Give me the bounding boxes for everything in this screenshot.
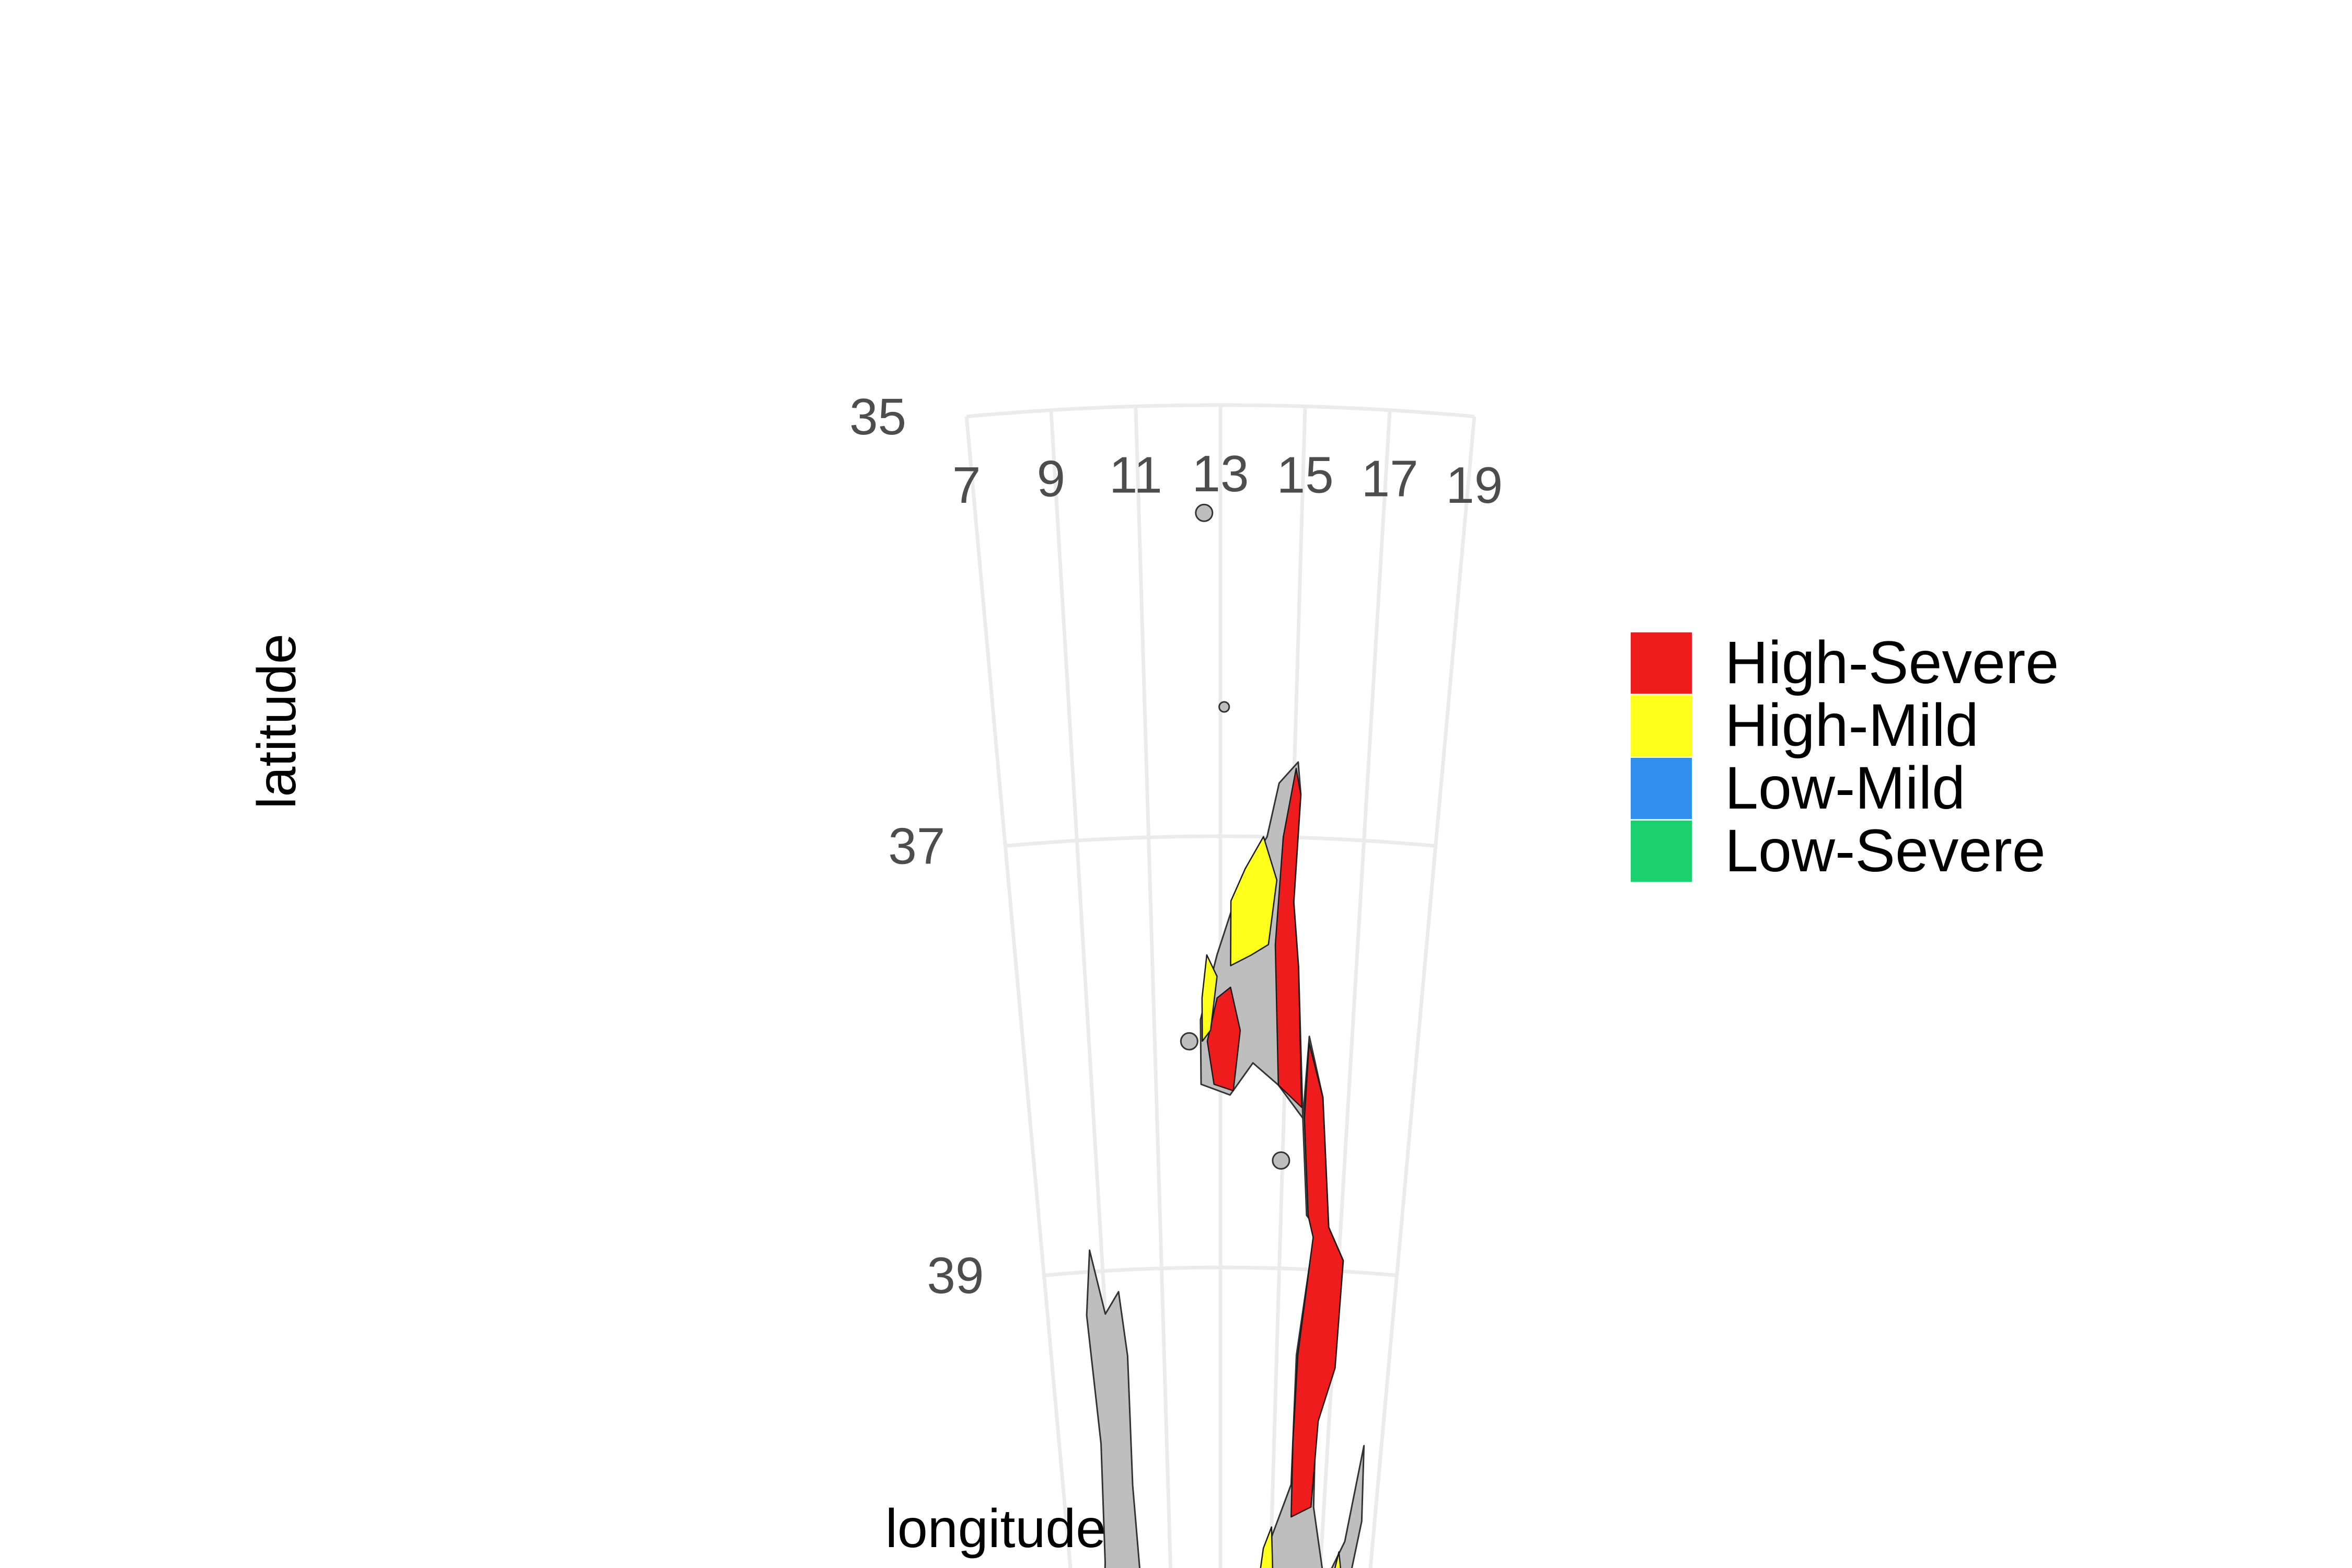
category-patch	[1230, 836, 1278, 966]
meridian-line	[1049, 410, 1123, 1568]
x-tick-label: 17	[1362, 450, 1419, 508]
y-axis-ticks: 47454341393735	[849, 388, 984, 1304]
legend-label: Low-Mild	[1725, 755, 1965, 822]
x-tick-label: 19	[1446, 456, 1503, 514]
category-patch	[1290, 1042, 1344, 1518]
x-tick-label: 9	[1037, 450, 1066, 508]
category-patch	[1334, 1551, 1342, 1568]
x-tick-label: 7	[952, 456, 981, 514]
meridian-line	[964, 416, 1073, 1568]
small-island	[1218, 701, 1230, 713]
y-tick-label: 39	[927, 1247, 984, 1304]
category-patch	[1201, 954, 1218, 1042]
legend-swatch	[1631, 632, 1692, 694]
legend-label: Low-Severe	[1725, 817, 2046, 884]
parallel-line	[966, 403, 1475, 419]
meridian-line	[1368, 416, 1477, 1568]
parallel-line	[1005, 834, 1436, 848]
x-tick-label: 15	[1277, 446, 1334, 503]
legend-swatch	[1631, 695, 1692, 756]
meridian-line	[1134, 406, 1173, 1568]
legend-swatch	[1631, 758, 1692, 819]
category-patch	[1206, 986, 1241, 1092]
legend-swatch	[1631, 821, 1692, 882]
x-axis-ticks: 7 9 11 13 15 17 19	[952, 445, 1503, 514]
legend-label: High-Severe	[1725, 629, 2059, 696]
meridian-line	[1318, 410, 1392, 1568]
small-island	[1272, 1151, 1290, 1170]
category-patch	[1274, 767, 1302, 1108]
sardinia-region	[1086, 1249, 1140, 1568]
y-axis-title: latitude	[247, 633, 307, 809]
category-patch	[1260, 1526, 1274, 1568]
y-tick-label: 37	[888, 817, 945, 875]
legend-label: High-Mild	[1725, 692, 1979, 759]
x-tick-label: 13	[1192, 445, 1249, 502]
category-patches	[1201, 767, 1344, 1568]
y-tick-label: 35	[849, 388, 906, 445]
small-island	[1195, 503, 1214, 522]
small-island	[1180, 1032, 1198, 1051]
x-tick-label: 11	[1109, 446, 1162, 503]
x-axis-title: longitude	[885, 1498, 1106, 1559]
